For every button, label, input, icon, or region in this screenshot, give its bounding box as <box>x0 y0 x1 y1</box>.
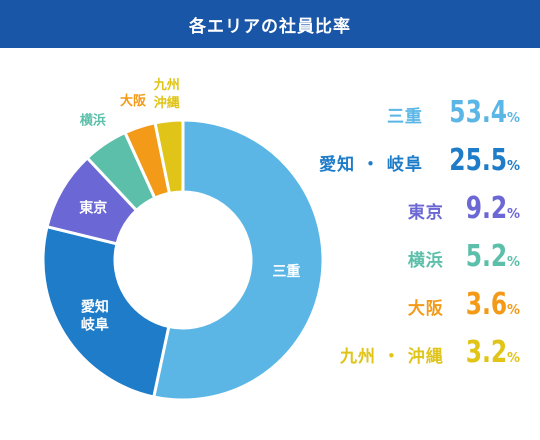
legend-label: 東京 <box>407 203 444 223</box>
legend-item-2: 東京 9.2% <box>408 191 520 231</box>
legend-label: 横浜 <box>407 251 444 271</box>
legend-value: 5.2 <box>465 239 507 274</box>
legend-label: 九州 ・ 沖縄 <box>339 347 444 367</box>
legend-unit: % <box>506 351 520 366</box>
legend-unit: % <box>506 111 520 126</box>
legend-value: 9.2 <box>465 191 507 226</box>
slice-5 <box>153 118 185 196</box>
legend-item-1: 愛知 ・ 岐阜 25.5% <box>319 143 520 183</box>
chart-title: 各エリアの社員比率 <box>189 16 351 37</box>
legend-value: 3.6 <box>465 287 507 322</box>
slice-label-0: 三重 <box>272 263 300 280</box>
slice-label-2: 東京 <box>79 200 107 217</box>
legend-item-5: 九州 ・ 沖縄 3.2% <box>340 335 520 375</box>
slice-label-1: 愛知岐阜 <box>81 298 109 333</box>
legend-value: 25.5 <box>449 143 507 178</box>
legend-unit: % <box>506 159 520 174</box>
legend-label: 三重 <box>386 107 423 127</box>
legend-unit: % <box>506 207 520 222</box>
legend-label: 愛知 ・ 岐阜 <box>319 155 423 175</box>
legend-item-0: 三重 53.4% <box>387 95 520 135</box>
legend-label: 大阪 <box>407 299 444 319</box>
slice-label-4: 大阪 <box>120 93 147 109</box>
legend-value: 53.4 <box>449 95 507 130</box>
slice-label-5: 九州沖縄 <box>153 78 180 111</box>
legend-item-3: 横浜 5.2% <box>408 239 520 279</box>
legend-value: 3.2 <box>465 335 507 370</box>
legend-item-4: 大阪 3.6% <box>408 287 520 327</box>
legend-unit: % <box>506 303 520 318</box>
slice-label-3: 横浜 <box>80 112 106 128</box>
slice-1 <box>41 224 171 399</box>
chart-title-banner: 各エリアの社員比率 <box>0 0 540 48</box>
slice-0 <box>151 118 325 402</box>
legend-unit: % <box>506 255 520 270</box>
